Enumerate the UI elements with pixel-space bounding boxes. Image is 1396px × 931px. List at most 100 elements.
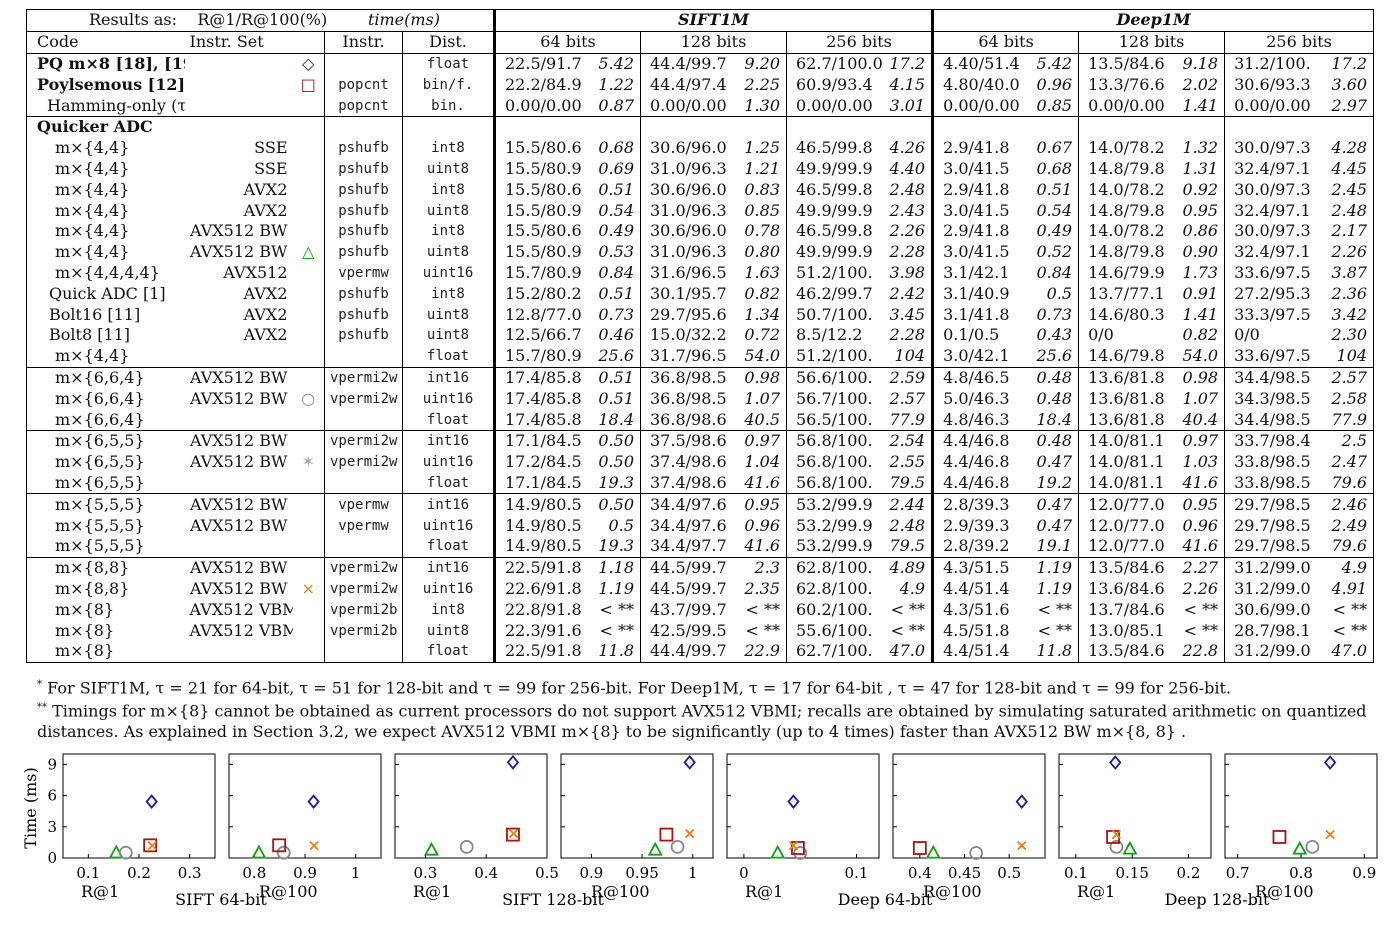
recall-value bbox=[1224, 116, 1321, 138]
m88-marker bbox=[1325, 829, 1335, 840]
plot-frame bbox=[1058, 753, 1212, 859]
time-value: 0.80 bbox=[744, 242, 780, 262]
footnote-2-text: Timings for m×{8} cannot be obtained as … bbox=[37, 701, 1367, 741]
recall-value: 4.3/51.6 bbox=[931, 599, 1029, 621]
recall-value: 4.5/51.8 bbox=[931, 620, 1029, 641]
pq-marker bbox=[506, 754, 520, 770]
table-row: Quicker ADC bbox=[26, 116, 1374, 138]
x-axis-label: R@100 bbox=[923, 882, 982, 901]
time-value: 2.35 bbox=[744, 578, 780, 598]
recall-value: 51.2/100. bbox=[786, 345, 883, 368]
recall-value: 4.4/51.4 bbox=[931, 640, 1029, 663]
time-value: 2.48 bbox=[889, 515, 926, 535]
row-symbol: × bbox=[301, 578, 315, 598]
time-value: 2.48 bbox=[1331, 200, 1368, 220]
recall-value: 33.7/98.4 bbox=[1224, 430, 1321, 452]
row-code: m×{6,5,5} bbox=[55, 431, 145, 451]
time-value: 0.51 bbox=[598, 179, 634, 199]
recall-value: 44.4/99.7 bbox=[640, 53, 737, 75]
table-row: m×{6,5,5} AVX512 BW vpermi2w int16 17.1/84.5… bbox=[26, 430, 1374, 452]
recall-value: 0.00/0.00 bbox=[1078, 95, 1175, 117]
time-value: 1.18 bbox=[598, 558, 634, 578]
row-symbol bbox=[293, 159, 325, 180]
recall-value: 56.7/100. bbox=[786, 388, 883, 410]
recall-value: 34.4/98.5 bbox=[1224, 367, 1321, 389]
row-dist: float bbox=[402, 640, 495, 663]
sift-title: SIFT1M bbox=[492, 9, 933, 32]
row-code: Bolt16 [11] bbox=[49, 304, 141, 324]
time-value: 0.85 bbox=[744, 200, 780, 220]
row-dist: int8 bbox=[402, 283, 495, 305]
recall-value: 13.5/84.6 bbox=[1078, 557, 1175, 579]
time-value: 47.0 bbox=[889, 641, 926, 661]
time-value: 19.1 bbox=[1036, 536, 1073, 556]
footnote-2: ** Timings for m×{8} cannot be obtained … bbox=[37, 698, 1377, 741]
time-value: 77.9 bbox=[889, 409, 926, 429]
row-symbol bbox=[293, 304, 325, 325]
row-symbol bbox=[293, 473, 325, 494]
row-code: Hamming-only (τ=0) bbox=[47, 95, 185, 115]
polysemous-marker bbox=[272, 838, 287, 853]
time-value: 1.73 bbox=[1182, 262, 1219, 282]
time-value: 1.41 bbox=[1182, 95, 1219, 115]
recall-value: 13.7/77.1 bbox=[1078, 283, 1175, 305]
row-instr: vpermi2w bbox=[324, 578, 403, 600]
recall-value: 33.8/98.5 bbox=[1224, 472, 1321, 494]
x-tick-label: 0.2 bbox=[1177, 864, 1201, 882]
recall-value: 15.7/80.9 bbox=[493, 262, 591, 284]
recall-value: 14.6/80.3 bbox=[1078, 304, 1175, 325]
recall-value: 0.1/0.5 bbox=[931, 324, 1029, 346]
polysemous-marker bbox=[143, 838, 158, 853]
recall-value: 34.4/97.6 bbox=[640, 493, 737, 516]
time-value: 2.58 bbox=[1331, 388, 1368, 408]
row-instr-set: AVX512 BW bbox=[189, 221, 288, 241]
bits-deep-128: 128 bits bbox=[1078, 31, 1225, 54]
group-title: Deep 128-bit bbox=[1165, 890, 1270, 909]
recall-value: 42.5/99.5 bbox=[640, 620, 737, 641]
recall-value: 30.6/99.0 bbox=[1224, 599, 1321, 621]
time-value: 2.45 bbox=[1331, 179, 1368, 199]
recall-value: 44.4/99.7 bbox=[640, 640, 737, 663]
time-value: 0.51 bbox=[598, 367, 634, 387]
recall-value: 36.8/98.5 bbox=[640, 367, 737, 389]
recall-value: 46.2/99.7 bbox=[786, 283, 883, 305]
recall-value: 12.0/77.0 bbox=[1078, 515, 1175, 536]
time-value: 0.95 bbox=[1182, 200, 1219, 220]
table-row: Quick ADC [1] AVX2 pshufb int8 15.2/80.2 0.51… bbox=[27, 283, 1374, 305]
row-instr: vpermw bbox=[324, 262, 403, 284]
time-value: < ** bbox=[1332, 620, 1368, 640]
recall-value: 53.2/99.9 bbox=[786, 515, 883, 536]
table-row: m×{6,5,5} AVX512 BW ✶ vpermi2w uint16 17.2/84… bbox=[27, 451, 1374, 473]
time-value bbox=[1029, 116, 1079, 137]
time-value: 0.84 bbox=[1036, 262, 1073, 282]
row-instr: vpermw bbox=[324, 493, 403, 516]
row-symbol: ○ bbox=[301, 388, 316, 408]
recall-value: 4.8/46.5 bbox=[931, 367, 1029, 389]
recall-value: 2.9/41.8 bbox=[931, 220, 1029, 242]
row-code: m×{8,8} bbox=[55, 578, 130, 598]
time-value: 1.34 bbox=[744, 304, 780, 324]
row-symbol bbox=[293, 367, 325, 388]
recall-value: 31.0/96.3 bbox=[640, 241, 737, 263]
table-row: Bolt16 [11] AVX2 pshufb uint8 12.8/77.0 0.73 2… bbox=[27, 304, 1374, 325]
recall-value: 44.4/97.4 bbox=[640, 74, 737, 96]
row-instr: vpermi2w bbox=[324, 388, 403, 410]
row-symbol: ✶ bbox=[301, 452, 315, 472]
row-code: m×{4,4} bbox=[55, 221, 130, 241]
recall-value: 36.8/98.6 bbox=[640, 409, 737, 431]
recall-value: 62.7/100. bbox=[786, 640, 883, 663]
recall-value: 56.6/100. bbox=[786, 367, 883, 389]
time-value: 0.46 bbox=[598, 325, 634, 345]
time-value: 19.2 bbox=[1036, 472, 1073, 492]
time-value: 1.25 bbox=[744, 138, 780, 158]
col-dist: Dist. bbox=[402, 31, 495, 54]
time-value: 104 bbox=[894, 346, 926, 366]
row-instr-set: AVX2 bbox=[243, 283, 288, 303]
row-code: m×{4,4} bbox=[55, 346, 130, 366]
time-value: 22.8 bbox=[1182, 641, 1219, 661]
recall-value: 14.9/80.5 bbox=[493, 493, 591, 516]
row-instr-set: AVX2 bbox=[243, 200, 288, 220]
m88-marker bbox=[508, 828, 519, 839]
row-dist: uint16 bbox=[402, 515, 495, 536]
row-dist: int8 bbox=[402, 179, 495, 201]
